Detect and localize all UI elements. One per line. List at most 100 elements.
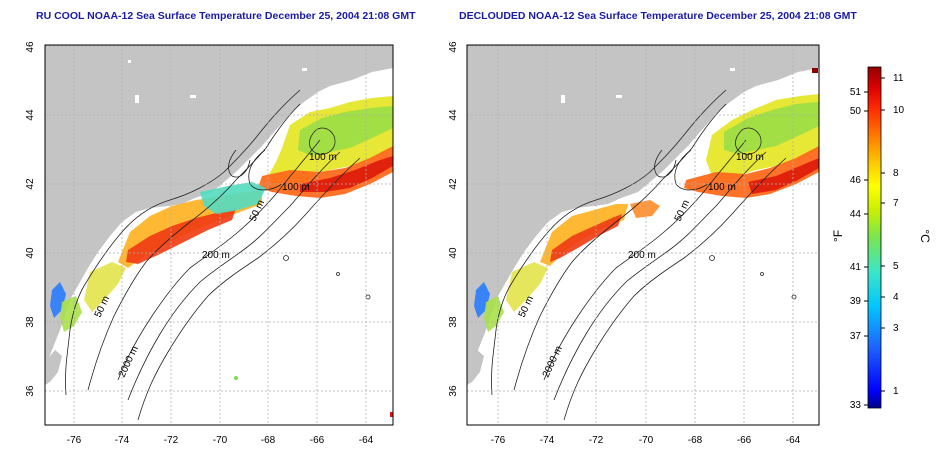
sst-speck: [390, 412, 393, 417]
contour-label: 100 m: [736, 152, 764, 163]
lat-tick: 38: [448, 316, 459, 328]
map-panel-left: 100 m 100 m 50 m 200 m 50 m 2000 m -76 -…: [25, 41, 394, 446]
lake: [128, 60, 131, 63]
lake: [730, 68, 735, 71]
fahrenheit-label: °F: [831, 230, 845, 242]
contour-label: 200 m: [628, 250, 656, 261]
lon-tick: -64: [359, 435, 374, 446]
celsius-tick: 11: [893, 73, 904, 84]
lat-tick: 44: [25, 109, 36, 121]
celsius-scale: 11 10 8 7 5 4 3 1: [881, 73, 905, 397]
lat-tick: 38: [25, 316, 36, 328]
land-coast-lower: [45, 350, 62, 385]
celsius-tick: 7: [893, 198, 899, 209]
lon-tick: -76: [491, 435, 506, 446]
x-axis-left: -76 -74 -72 -70 -68 -66 -64: [67, 435, 374, 446]
lat-tick: 46: [448, 41, 459, 53]
contour-line: [491, 89, 727, 396]
lake: [302, 68, 307, 71]
fahrenheit-tick: 46: [850, 175, 862, 186]
contour-line: [735, 127, 762, 155]
x-axis-right: -76 -74 -72 -70 -68 -66 -64: [491, 435, 801, 446]
lon-tick: -70: [213, 435, 228, 446]
contour-line: [654, 149, 677, 178]
sst-patch-shelf-hot: [126, 208, 236, 264]
contour-label: 100 m: [282, 182, 310, 193]
contour-ring: [709, 255, 715, 261]
y-axis-left: 36 38 40 42 44 46: [25, 41, 36, 397]
lon-tick: -76: [67, 435, 82, 446]
contour-label: 100 m: [708, 182, 736, 193]
land-mass: [45, 45, 393, 362]
sst-speck: [812, 68, 818, 73]
contour-label: 100 m: [309, 152, 337, 163]
sst-patch-georges-hot: [300, 156, 393, 192]
contour-line: [137, 157, 361, 421]
lat-tick: 46: [25, 41, 36, 53]
lon-tick: -72: [589, 435, 604, 446]
fahrenheit-tick: 39: [850, 296, 862, 307]
contour-line: [117, 139, 321, 381]
land-mass: [467, 45, 819, 362]
contour-line: [563, 157, 787, 421]
fahrenheit-tick: 44: [850, 209, 862, 220]
lat-tick: 42: [448, 178, 459, 190]
y-axis-right: 36 38 40 42 44 46: [448, 41, 459, 397]
lat-tick: 40: [448, 247, 459, 259]
celsius-tick: 3: [893, 323, 899, 334]
lon-tick: -68: [688, 435, 703, 446]
celsius-tick: 10: [893, 105, 905, 116]
contour-ring: [336, 272, 340, 276]
lat-tick: 44: [448, 109, 459, 121]
map-frame: [466, 44, 820, 426]
sst-patch-delmarva: [484, 296, 504, 332]
lon-tick: -72: [164, 435, 179, 446]
sst-patch-delmarva: [60, 296, 82, 332]
lon-tick: -66: [737, 435, 752, 446]
map-title-left: RU COOL NOAA-12 Sea Surface Temperature …: [36, 10, 416, 22]
celsius-tick: 4: [893, 292, 899, 303]
sst-patch-georges-hot: [748, 158, 819, 194]
bathymetry-contours: [65, 89, 371, 421]
sst-patch-south: [84, 262, 126, 312]
colorbar: 51 50 46 44 41 39 37 33 11 10 8 7 5 4 3 …: [831, 66, 932, 411]
lon-tick: -74: [115, 435, 130, 446]
fahrenheit-tick: 50: [850, 106, 862, 117]
map-title-right: DECLOUDED NOAA-12 Sea Surface Temperatur…: [459, 10, 857, 22]
fahrenheit-tick: 33: [850, 400, 862, 411]
lake: [135, 95, 139, 103]
lon-tick: -66: [310, 435, 325, 446]
lake: [561, 95, 565, 103]
sst-patch-georges-warm: [258, 146, 393, 198]
contour-label: 200 m: [202, 250, 230, 261]
fahrenheit-tick: 51: [850, 87, 862, 98]
celsius-label: °C: [918, 229, 932, 243]
sst-speck: [234, 376, 238, 380]
lon-tick: -68: [261, 435, 276, 446]
fahrenheit-tick: 37: [850, 331, 862, 342]
contour-ring: [283, 255, 289, 261]
contour-line: [228, 149, 251, 178]
map-panel-right: 100 m 100 m 50 m 200 m 50 m 2000 m -76 -…: [448, 41, 820, 446]
contour-ring: [760, 272, 764, 276]
lon-tick: -64: [786, 435, 801, 446]
lake: [616, 95, 622, 98]
lon-tick: -70: [639, 435, 654, 446]
fahrenheit-tick: 41: [850, 262, 862, 273]
sst-patch-shelf-hot: [550, 214, 622, 262]
map-frame: [44, 44, 394, 426]
contour-line: [87, 103, 301, 391]
contour-line: [65, 89, 301, 396]
colorbar-gradient: [867, 66, 882, 409]
lake: [190, 95, 196, 98]
celsius-tick: 5: [893, 261, 899, 272]
contour-ring: [791, 294, 797, 300]
sst-patch-gulf-maine-green: [298, 106, 393, 156]
map-grid: [467, 45, 819, 425]
fahrenheit-scale: 51 50 46 44 41 39 37 33: [850, 87, 868, 411]
contour-line: [127, 151, 341, 401]
lat-tick: 42: [25, 178, 36, 190]
sst-patch-cyan: [200, 182, 266, 214]
contour-line: [309, 127, 336, 155]
